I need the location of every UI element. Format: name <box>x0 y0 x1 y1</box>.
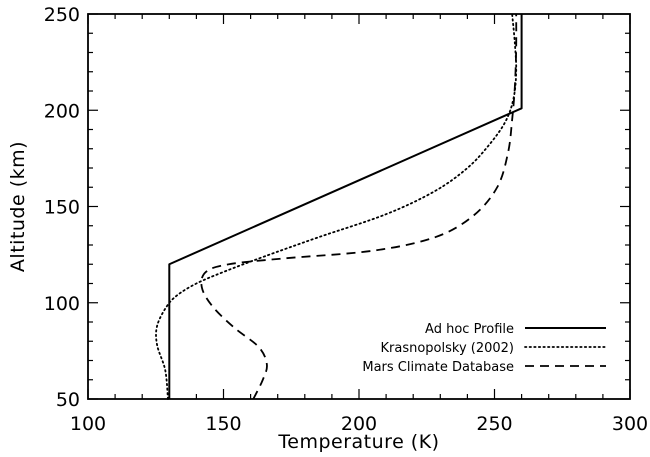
series-line-2 <box>200 13 518 400</box>
x-tick-label: 150 <box>205 413 241 435</box>
y-tick-label: 200 <box>44 100 80 122</box>
legend: Ad hoc Profile Krasnopolsky (2002) Mars Cl… <box>362 322 607 375</box>
y-axis-title: Altitude (km) <box>7 141 29 272</box>
y-tick-label: 150 <box>44 197 80 219</box>
y-tick-label: 100 <box>44 293 80 315</box>
legend-label: Mars Climate Database <box>362 360 514 375</box>
legend-label: Krasnopolsky (2002) <box>380 341 514 356</box>
legend-label: Ad hoc Profile <box>425 322 514 337</box>
x-tick-label: 300 <box>612 413 648 435</box>
x-tick-label: 250 <box>476 413 512 435</box>
plot-area <box>155 13 523 400</box>
axis-ticks <box>87 13 631 400</box>
y-tick-label: 250 <box>44 4 80 26</box>
x-tick-label: 200 <box>341 413 377 435</box>
x-tick-label: 100 <box>70 413 106 435</box>
series-line-0 <box>168 14 523 399</box>
y-tick-label: 50 <box>56 389 80 411</box>
x-axis-title: Temperature (K) <box>277 431 439 453</box>
